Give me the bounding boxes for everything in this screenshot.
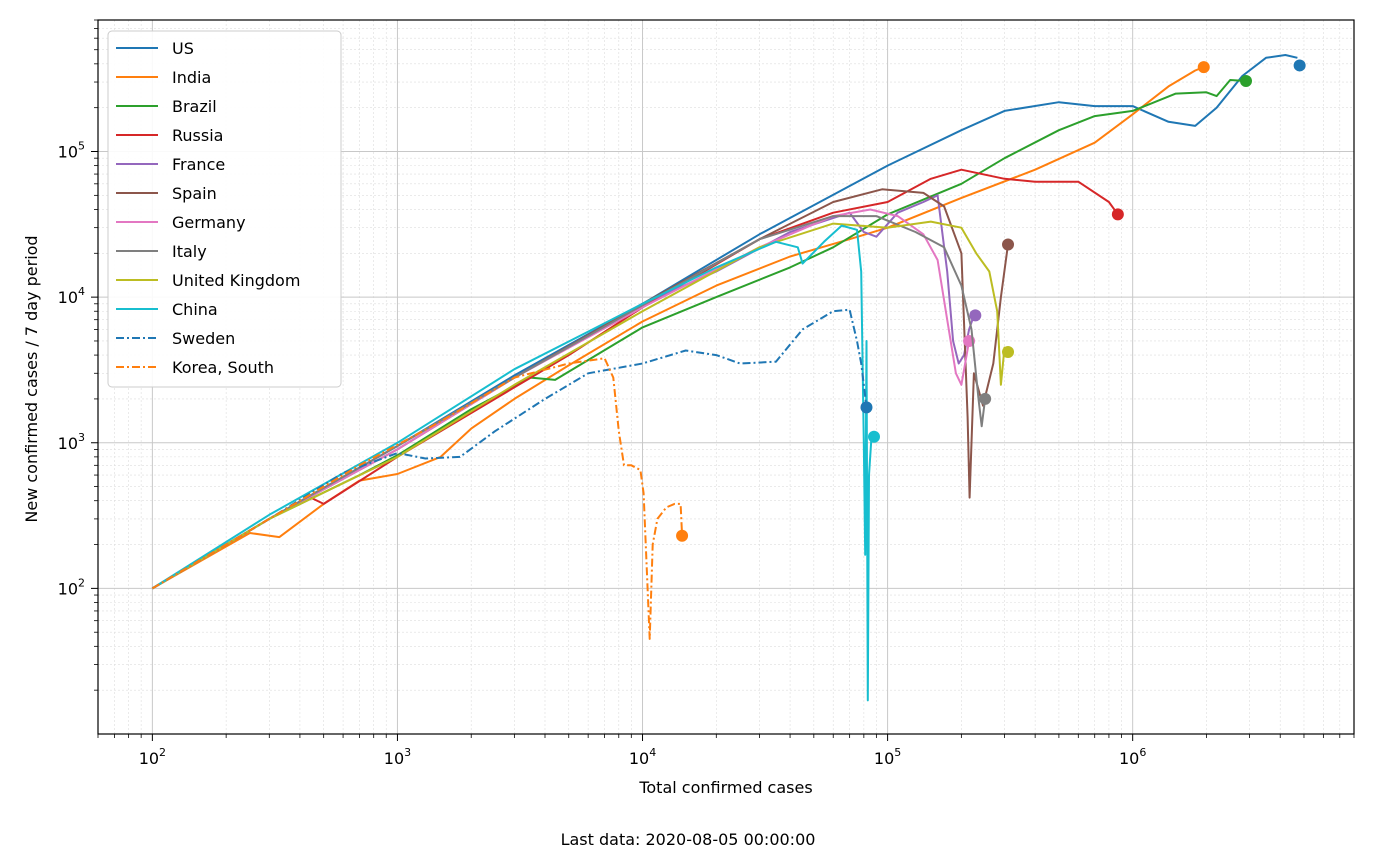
y-tick-base: 10: [58, 434, 78, 453]
x-tick-base: 10: [1119, 749, 1139, 768]
x-axis-label: Total confirmed cases: [638, 778, 812, 797]
x-tick-label: 102: [139, 746, 166, 768]
legend-label-korea-south: Korea, South: [172, 358, 274, 377]
y-tick-exponent: 4: [78, 285, 85, 298]
legend-label-russia: Russia: [172, 126, 223, 145]
x-tick-exponent: 5: [894, 746, 901, 759]
y-tick-base: 10: [58, 143, 78, 162]
y-axis-label: New confirmed cases / 7 day period: [22, 235, 41, 522]
x-tick-exponent: 4: [649, 746, 656, 759]
y-tick-label: 102: [58, 576, 85, 598]
legend: US India Brazil Russia France Spain Germany Ita…: [107, 30, 342, 388]
x-tick-label: 106: [1119, 746, 1146, 768]
series-layer: [151, 54, 1306, 702]
y-tick-label: 103: [58, 431, 85, 453]
series-line-united-kingdom: [151, 220, 1009, 590]
legend-box: [107, 30, 342, 388]
series-end-marker-us: [1293, 59, 1306, 72]
series-end-marker-russia: [1111, 208, 1124, 221]
y-tick-exponent: 3: [78, 431, 85, 444]
x-tick-base: 10: [629, 749, 649, 768]
x-tick-label: 104: [629, 746, 656, 768]
series-end-marker-korea-south: [676, 529, 689, 542]
series-line-korea-south: [151, 357, 684, 640]
footer-last-data: Last data: 2020-08-05 00:00:00: [561, 830, 816, 849]
y-tick-base: 10: [58, 288, 78, 307]
legend-label-united-kingdom: United Kingdom: [172, 271, 300, 290]
legend-label-spain: Spain: [172, 184, 217, 203]
series-end-marker-france: [969, 309, 982, 322]
x-tick-base: 10: [874, 749, 894, 768]
series-end-marker-india: [1197, 61, 1210, 74]
legend-label-china: China: [172, 300, 218, 319]
y-tick-base: 10: [58, 579, 78, 598]
y-tick-label: 104: [58, 285, 85, 307]
legend-label-brazil: Brazil: [172, 97, 217, 116]
series-line-germany: [151, 208, 971, 590]
legend-label-germany: Germany: [172, 213, 246, 232]
y-tick-exponent: 2: [78, 576, 85, 589]
y-tick-label: 105: [58, 140, 85, 162]
plot-frame: [97, 19, 1355, 735]
legend-label-italy: Italy: [172, 242, 207, 261]
series-line-sweden: [151, 308, 868, 590]
series-end-marker-brazil: [1239, 74, 1252, 87]
series-line-brazil: [151, 79, 1247, 590]
series-line-china: [151, 224, 874, 702]
series-end-marker-china: [867, 430, 880, 443]
legend-label-india: India: [172, 68, 211, 87]
series-end-marker-italy: [979, 392, 992, 405]
series-end-marker-sweden: [860, 401, 873, 414]
x-tick-base: 10: [384, 749, 404, 768]
series-line-italy: [151, 215, 987, 590]
x-tick-label: 103: [384, 746, 411, 768]
series-end-marker-united-kingdom: [1002, 345, 1015, 358]
legend-label-sweden: Sweden: [172, 329, 235, 348]
x-tick-label: 105: [874, 746, 901, 768]
series-line-us: [151, 54, 1298, 590]
series-end-marker-spain: [1002, 238, 1015, 251]
x-tick-exponent: 3: [404, 746, 411, 759]
x-tick-base: 10: [139, 749, 159, 768]
legend-label-france: France: [172, 155, 225, 174]
x-tick-exponent: 6: [1139, 746, 1146, 759]
y-tick-exponent: 5: [78, 140, 85, 153]
legend-label-us: US: [172, 39, 194, 58]
x-tick-exponent: 2: [159, 746, 166, 759]
